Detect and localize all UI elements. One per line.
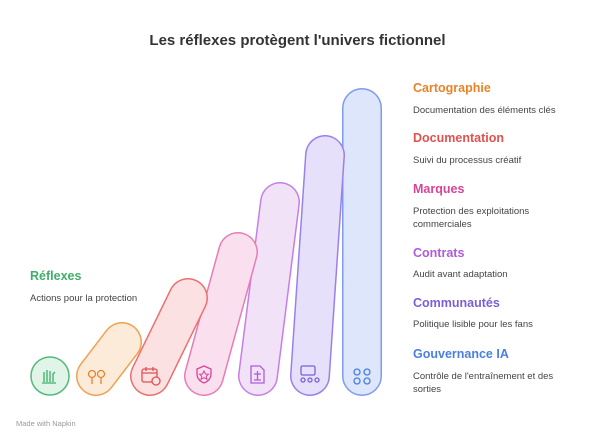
icon-hand <box>42 370 56 384</box>
pill-fill <box>185 233 257 395</box>
pill-fill <box>291 136 344 395</box>
icon-community <box>307 377 313 383</box>
icons <box>42 365 371 386</box>
item-description: Contrôle de l'entraînement et des sortie… <box>413 371 554 395</box>
icon-calendar <box>142 367 157 374</box>
item-label: Cartographie <box>413 81 491 95</box>
icon-pin <box>87 369 97 379</box>
item-description: Actions pour la protection <box>30 293 138 304</box>
icon-gear <box>353 368 361 376</box>
icon-calendar <box>141 368 158 383</box>
icon-gear <box>363 368 371 376</box>
icon-shield <box>196 365 212 384</box>
item-label: Gouvernance IA <box>413 347 509 361</box>
item-label: Marques <box>413 182 465 196</box>
item-label: Communautés <box>413 296 500 310</box>
icon-gear <box>353 377 361 385</box>
icon-contract <box>250 365 265 384</box>
icon-gear <box>363 377 371 385</box>
item-description: Audit avant adaptation <box>413 269 508 280</box>
icon-pin <box>91 378 102 384</box>
item-description: Documentation des éléments clés <box>413 105 556 116</box>
item-label: Réflexes <box>30 269 82 283</box>
icon-community <box>314 377 320 383</box>
item-description: Protection des exploitations commerciale… <box>413 206 530 230</box>
item-label: Contrats <box>413 246 465 260</box>
icon-community <box>300 377 306 383</box>
icon-star <box>198 369 210 381</box>
item-description: Suivi du processus créatif <box>413 155 522 166</box>
title: Les réflexes protègent l'univers fiction… <box>149 32 446 49</box>
icon-community <box>300 365 316 376</box>
footer: Made with Napkin <box>16 419 76 428</box>
pill-fill <box>131 279 207 395</box>
icon-pin <box>96 369 106 379</box>
icon-check <box>151 376 161 386</box>
pill-fill <box>239 183 299 395</box>
item-description: Politique lisible pour les fans <box>413 319 533 330</box>
pill-shapes <box>30 88 382 396</box>
item-label: Documentation <box>413 131 504 145</box>
